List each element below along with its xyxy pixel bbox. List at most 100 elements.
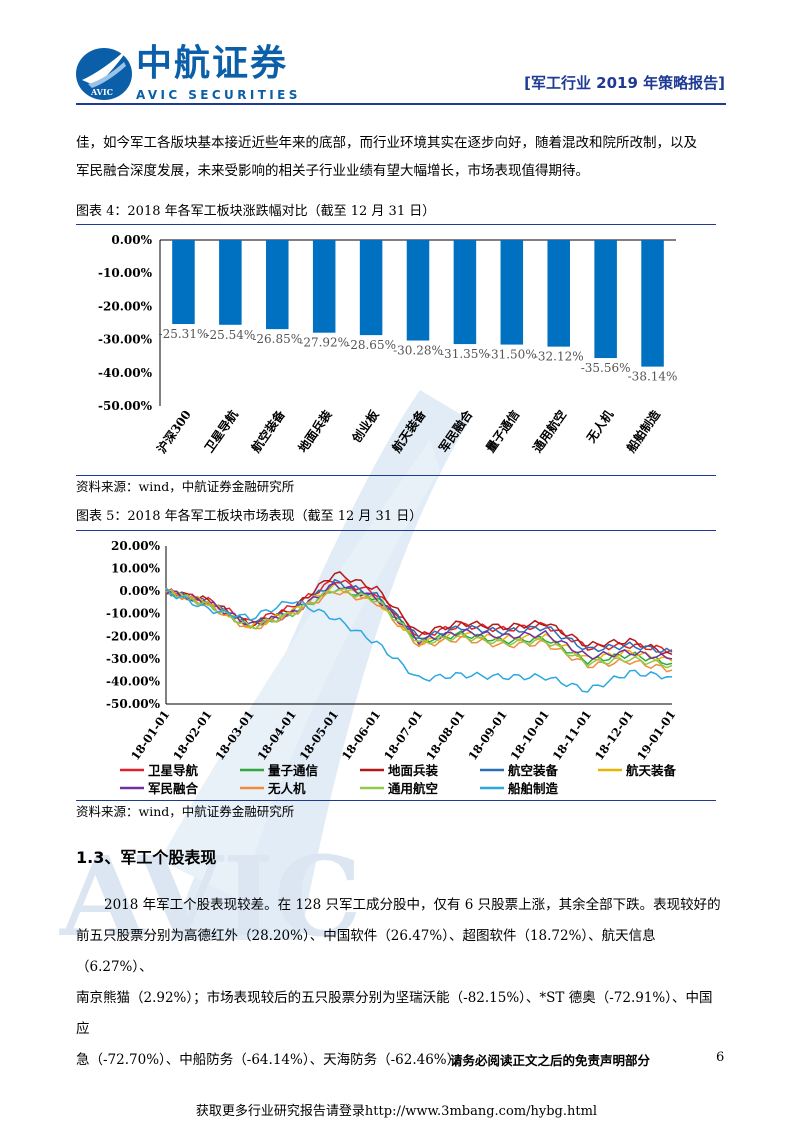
bar-category-label: 地面兵装 [295,407,335,455]
bar-value-label: -27.92% [299,336,349,350]
line-xtick-label: 18-01-01 [128,708,172,763]
bar-ytick-label: 0.00% [111,233,152,247]
bar-category-label: 通用航空 [529,407,569,455]
avic-logo: AVIC [76,46,132,100]
line-xtick-label: 18-12-01 [592,708,636,763]
bar [547,240,570,347]
report-title: [军工行业 2019 年策略报告] [524,74,725,92]
header-rule [76,103,726,105]
line-xtick-label: 18-08-01 [423,708,467,763]
line-xtick-label: 18-03-01 [212,708,256,763]
line-xtick-label: 18-11-01 [550,708,594,763]
bar-category-label: 军民融合 [436,406,476,455]
bar [594,240,617,359]
legend-label: 航天装备 [626,763,677,778]
line-ytick-label: -20.00% [106,629,161,643]
bar-value-label: -30.28% [393,344,443,358]
legend-label: 地面兵装 [388,763,439,778]
line-ytick-label: -40.00% [106,674,161,688]
bar-value-label: -35.56% [581,361,631,375]
line-xtick-label: 18-09-01 [465,708,509,763]
brand-name-cn: 中航证券 [136,43,289,84]
body-line: 2018 年军工个股表现较差。在 128 只军工成分股中，仅有 6 只股票上涨，… [104,897,721,913]
bar-category-label: 卫星导航 [201,407,241,455]
bar-ytick-label: -50.00% [98,399,153,413]
intro-paragraph: 佳，如今军工各版块基本接近近些年来的底部，而行业环境其实在逐步向好，随着混改和院… [76,129,721,185]
bar-category-label: 航天装备 [389,406,429,455]
disclaimer-note: 请务必阅读正文之后的免责声明部分 [450,1053,651,1068]
line-ytick-label: 10.00% [111,562,161,576]
figure5-title: 图表 5：2018 年各军工板块市场表现（截至 12 月 31 日） [76,509,423,524]
bar-ytick-label: -10.00% [98,266,153,280]
bar [172,240,195,325]
bar-value-label: -25.31% [159,327,209,341]
bar [219,240,242,325]
line-ytick-label: 20.00% [111,539,161,553]
legend-label: 无人机 [267,781,306,796]
bar [266,240,289,330]
line-xtick-label: 18-04-01 [254,708,298,763]
bar [406,240,430,341]
intro-line: 军民融合深度发展，未来受影响的相关子行业业绩有望大幅增长，市场表现值得期待。 [76,163,589,179]
legend-label: 卫星导航 [148,763,199,778]
intro-line: 佳，如今军工各版块基本接近近些年来的底部，而行业环境其实在逐步向好，随着混改和院… [76,135,697,151]
line-ytick-label: -50.00% [106,697,161,711]
figure4-title: 图表 4：2018 年各军工板块涨跌幅对比（截至 12 月 31 日） [76,204,436,219]
line-xtick-label: 18-10-01 [507,708,551,763]
body-line: 南京熊猫（2.92%）；市场表现较后的五只股票分别为坚瑞沃能（-82.15%）、… [76,990,713,1037]
figure5-bottom-rule [76,800,716,801]
line-xtick-label: 18-07-01 [381,708,425,763]
figure5-top-rule [76,530,716,531]
bar [500,240,524,345]
legend-label: 量子通信 [268,763,319,778]
line-xtick-label: 18-02-01 [170,708,214,763]
legend-label: 通用航空 [388,781,438,796]
figure4-bottom-rule [76,475,716,476]
bar-ytick-label: -40.00% [98,366,153,380]
body-paragraph: 2018 年军工个股表现较差。在 128 只军工成分股中，仅有 6 只股票上涨，… [76,890,721,1076]
figure4-top-rule [76,224,716,225]
legend-label: 航空装备 [508,763,559,778]
bar-category-label: 无人机 [583,407,617,446]
bar-category-label: 航空装备 [248,406,288,455]
line-series-8 [165,588,673,669]
brand-name-en: AVIC SECURITIES [136,88,301,102]
bar-value-label: -32.12% [534,350,584,364]
bar [641,240,664,367]
body-line: 前五只股票分别为高德红外（28.20%）、中国软件（26.47%）、超图软件（1… [76,928,656,975]
line-series-9 [165,587,673,693]
page-number: 6 [716,1050,725,1065]
logo-text: AVIC [90,87,113,97]
bar-value-label: -31.35% [440,347,490,361]
bar [453,240,477,345]
legend-label: 军民融合 [148,781,199,796]
section-title: 1.3、军工个股表现 [76,848,217,867]
bar-value-label: -26.85% [252,332,302,346]
bar-category-label: 船舶制造 [623,406,663,455]
bar-value-label: -25.54% [205,328,255,342]
line-xtick-label: 19-01-01 [634,708,678,763]
bar-value-label: -28.65% [346,338,396,352]
promo-link[interactable]: 获取更多行业研究报告请登录http://www.3mbang.com/hybg.… [195,1104,598,1119]
bar-category-label: 沪深300 [153,407,193,456]
bar [312,240,336,333]
bar [359,240,383,336]
bar-category-label: 创业板 [348,406,382,446]
legend-label: 船舶制造 [508,781,559,796]
bar-ytick-label: -20.00% [98,299,153,313]
figure5-source: 资料来源：wind，中航证券金融研究所 [76,804,295,819]
line-ytick-label: -10.00% [106,607,161,621]
line-xtick-label: 18-06-01 [339,708,383,763]
bar-value-label: -31.50% [487,348,537,362]
figure4-source: 资料来源：wind，中航证券金融研究所 [76,479,295,494]
line-xtick-label: 18-05-01 [297,708,341,763]
bar-ytick-label: -30.00% [98,333,153,347]
line-series-6 [165,582,673,660]
bar-value-label: -38.14% [628,370,678,384]
line-ytick-label: 0.00% [119,584,160,598]
bar-category-label: 量子通信 [482,407,522,455]
figure4-bar-chart: 0.00% -10.00% -20.00% -30.00% -40.00% -50.00%… [98,233,678,456]
line-ytick-label: -30.00% [106,652,161,666]
figure5-line-chart: 20.00% 10.00% 0.00% -10.00% -20.00% -30.00% -4… [106,539,678,796]
body-line: 急（-72.70%）、中船防务（-64.14%）、天海防务（-62.46%）。 [76,1052,467,1068]
